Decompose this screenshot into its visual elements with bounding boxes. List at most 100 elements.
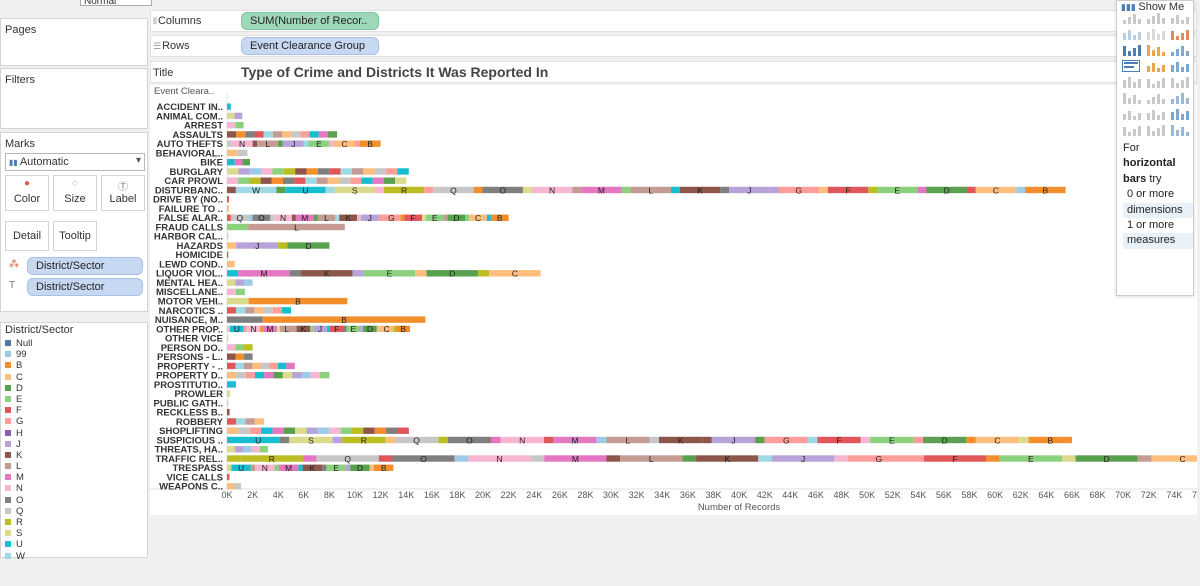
bar-segment[interactable]	[702, 436, 712, 444]
legend-item[interactable]: 99	[5, 349, 32, 360]
bar-segment[interactable]	[378, 214, 383, 221]
bar-segment[interactable]	[758, 455, 772, 462]
bar-segment[interactable]	[245, 418, 255, 425]
bar-segment[interactable]	[395, 177, 407, 184]
bar-segment[interactable]	[227, 464, 232, 471]
bar-segment[interactable]	[447, 436, 492, 444]
bar-segment[interactable]	[238, 177, 250, 184]
category-label[interactable]: HARBOR CAL..	[154, 232, 223, 243]
bar-segment[interactable]	[309, 131, 319, 138]
category-label[interactable]: SUSPICIOUS ..	[156, 435, 223, 446]
category-label[interactable]: BURGLARY	[170, 167, 224, 178]
category-label[interactable]: LEWD COND..	[159, 259, 223, 270]
bar-segment[interactable]	[500, 436, 544, 444]
bar-segment[interactable]	[235, 121, 244, 129]
bar-segment[interactable]	[227, 214, 231, 221]
bar-segment[interactable]	[317, 168, 330, 175]
chart-type-thumbnail[interactable]	[1145, 43, 1165, 57]
bar-segment[interactable]	[229, 325, 244, 333]
legend-item[interactable]: E	[5, 394, 32, 405]
bar-segment[interactable]	[271, 177, 284, 184]
bar-segment[interactable]	[329, 427, 341, 434]
chart-type-thumbnail[interactable]	[1145, 107, 1165, 121]
bar-segment[interactable]	[235, 353, 245, 360]
bar-segment[interactable]	[327, 131, 338, 138]
bar-segment[interactable]	[346, 325, 361, 333]
bar-segment[interactable]	[293, 325, 297, 333]
bar-segment[interactable]	[227, 371, 237, 379]
bar-segment[interactable]	[465, 214, 470, 221]
bar-segment[interactable]	[234, 483, 242, 490]
chart-type-thumbnail[interactable]	[1169, 107, 1189, 121]
bar-segment[interactable]	[649, 436, 659, 444]
bar-segment[interactable]	[238, 270, 290, 277]
bar-segment[interactable]	[975, 186, 1017, 194]
bar-segment[interactable]	[254, 371, 265, 379]
bar-segment[interactable]	[596, 436, 607, 444]
bar-segment[interactable]	[620, 455, 683, 462]
bar-segment[interactable]	[237, 149, 248, 157]
category-label[interactable]: PUBLIC GATH..	[154, 398, 224, 409]
category-label[interactable]: PERSONS - L..	[157, 352, 223, 363]
bar-segment[interactable]	[238, 427, 250, 434]
bar-segment[interactable]	[227, 270, 239, 277]
bar-segment[interactable]	[317, 427, 330, 434]
bar-segment[interactable]	[273, 371, 283, 379]
category-label[interactable]: PROWLER	[174, 389, 223, 400]
bar-segment[interactable]	[1016, 186, 1026, 194]
bar-segment[interactable]	[361, 177, 373, 184]
bar-segment[interactable]	[227, 325, 230, 333]
bar-segment[interactable]	[400, 214, 405, 221]
bar-segment[interactable]	[404, 214, 422, 221]
bar-segment[interactable]	[252, 140, 258, 147]
bar-segment[interactable]	[289, 270, 302, 277]
chart-type-thumbnail[interactable]	[1121, 107, 1141, 121]
legend-item[interactable]: N	[5, 483, 32, 494]
bar-segment[interactable]	[1151, 455, 1197, 462]
bar-segment[interactable]	[287, 242, 330, 249]
bar-segment[interactable]	[285, 186, 326, 194]
chart-type-thumbnail[interactable]	[1121, 123, 1141, 137]
chart-type-thumbnail[interactable]	[1169, 123, 1189, 137]
bar-segment[interactable]	[975, 436, 1020, 444]
bar-segment[interactable]	[340, 427, 352, 434]
bar-segment[interactable]	[329, 140, 335, 147]
bar-segment[interactable]	[227, 473, 230, 481]
category-label[interactable]: FALSE ALAR..	[158, 213, 223, 224]
bar-segment[interactable]	[292, 371, 302, 379]
filters-card[interactable]: Filters	[0, 68, 148, 129]
bar-segment[interactable]	[227, 223, 249, 231]
chart-type-thumbnail[interactable]	[1145, 59, 1165, 73]
bar-segment[interactable]	[254, 418, 265, 425]
bar-segment[interactable]	[325, 186, 335, 194]
bar-segment[interactable]	[360, 325, 364, 333]
bar-segment[interactable]	[682, 455, 697, 462]
bar-segment[interactable]	[374, 427, 387, 434]
bar-segment[interactable]	[351, 168, 364, 175]
bar-segment[interactable]	[443, 214, 448, 221]
category-label[interactable]: FRAUD CALLS	[155, 222, 223, 233]
bar-segment[interactable]	[385, 436, 395, 444]
bar-segment[interactable]	[339, 214, 357, 221]
bar-segment[interactable]	[438, 436, 448, 444]
rows-pill[interactable]: Event Clearance Group	[241, 37, 379, 55]
bar-segment[interactable]	[236, 242, 279, 249]
bar-segment[interactable]	[227, 149, 238, 157]
category-label[interactable]: DRIVE BY (NO..	[153, 195, 223, 206]
bar-segment[interactable]	[291, 131, 301, 138]
bar-segment[interactable]	[350, 464, 370, 471]
pages-card[interactable]: Pages	[0, 18, 148, 66]
legend-item[interactable]: U	[5, 539, 32, 550]
bar-segment[interactable]	[910, 455, 924, 462]
bar-segment[interactable]	[316, 455, 379, 462]
bar-segment[interactable]	[340, 168, 352, 175]
bar-segment[interactable]	[246, 325, 261, 333]
bar-segment[interactable]	[424, 186, 434, 194]
chart-type-thumbnail[interactable]	[1145, 91, 1165, 105]
category-label[interactable]: HAZARDS	[177, 241, 223, 252]
legend-item[interactable]: K	[5, 450, 32, 461]
bar-segment[interactable]	[251, 446, 260, 453]
bar-segment[interactable]	[326, 325, 330, 333]
bar-segment[interactable]	[300, 131, 310, 138]
category-label[interactable]: ANIMAL COM..	[156, 111, 223, 122]
